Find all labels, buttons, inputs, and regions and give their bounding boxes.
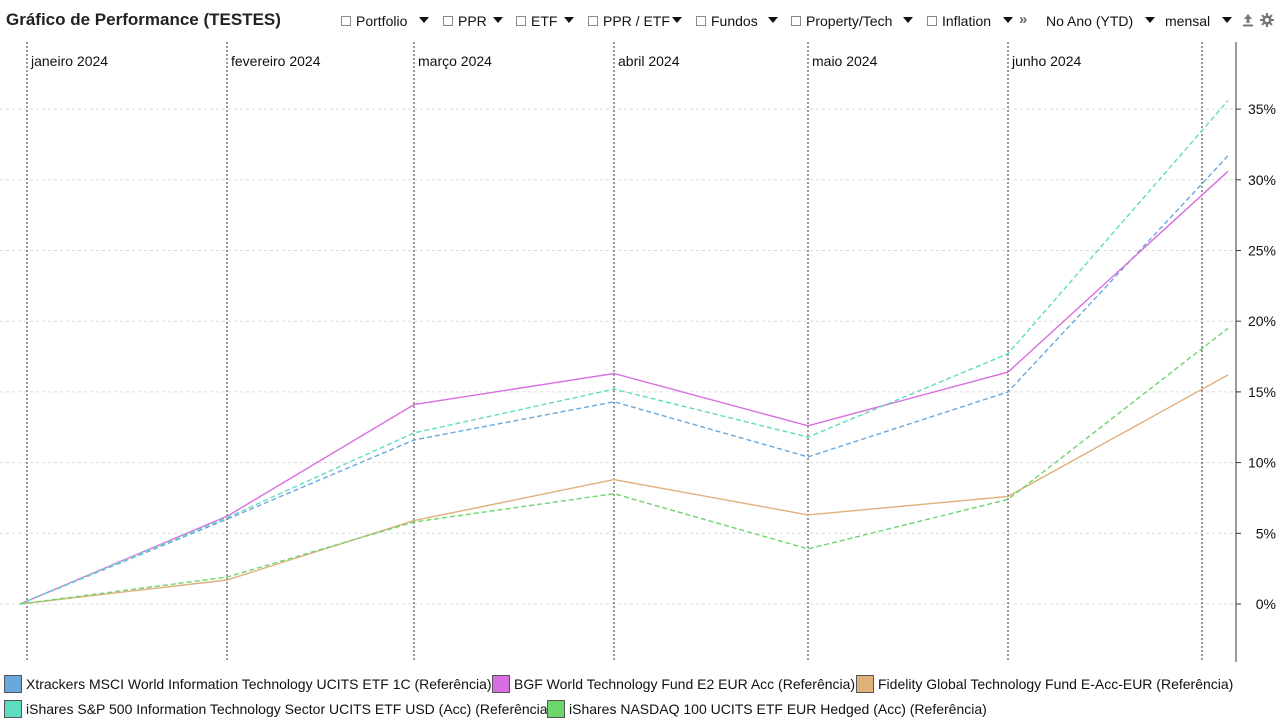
y-tick-label: 25% [1248,243,1276,259]
x-tick-label: fevereiro 2024 [231,53,321,69]
interval-label: mensal [1165,13,1211,29]
y-tick-label: 20% [1248,313,1276,329]
dropdown-caret-icon[interactable] [493,17,503,23]
dropdown-caret-icon[interactable] [903,17,913,23]
x-tick-label: janeiro 2024 [30,53,108,69]
filter-label: Inflation [942,13,992,29]
legend-label: Xtrackers MSCI World Information Technol… [26,676,492,692]
filter-label: Fundos [711,13,758,29]
filter-ppr[interactable]: PPR [443,13,487,29]
series-line [19,170,1229,605]
y-tick-label: 0% [1256,596,1276,612]
chevrons-right-icon[interactable]: » [1019,11,1028,28]
legend-label: iShares S&P 500 Information Technology S… [26,701,553,717]
x-tick-label: março 2024 [418,53,492,69]
checkbox[interactable] [516,16,526,26]
legend-swatch [4,700,22,718]
dropdown-caret-icon[interactable] [1145,17,1155,23]
filter-ppr-etf[interactable]: PPR / ETF [588,13,670,29]
series-line [19,155,1229,605]
y-tick-label: 15% [1248,384,1276,400]
series-line [19,100,1229,605]
filter-label: ETF [531,13,558,29]
legend-swatch [856,675,874,693]
page-title: Gráfico de Performance (TESTES) [6,10,281,29]
filter-inflation[interactable]: Inflation [927,13,991,29]
y-tick-label: 5% [1256,525,1276,541]
legend-swatch [4,675,22,693]
legend-swatch [547,700,565,718]
filter-label: Portfolio [356,13,408,29]
x-tick-label: maio 2024 [812,53,878,69]
dropdown-caret-icon[interactable] [672,17,682,23]
series-line [19,374,1229,605]
dropdown-caret-icon[interactable] [1003,17,1013,23]
dropdown-caret-icon[interactable] [1222,17,1232,23]
legend-swatch [492,675,510,693]
performance-chart: 0% 5% 10% 15% 20% 25% 30% 35% janeiro 2024 fevere… [0,42,1276,662]
checkbox[interactable] [927,16,937,26]
y-tick-label: 30% [1248,172,1276,188]
dropdown-caret-icon[interactable] [419,17,429,23]
interval-select[interactable]: mensal [1165,13,1210,29]
checkbox[interactable] [696,16,706,26]
legend-item[interactable]: BGF World Technology Fund E2 EUR Acc (Re… [492,675,855,693]
x-tick-label: abril 2024 [618,53,680,69]
y-tick-label: 35% [1248,101,1276,117]
filter-label: Property/Tech [806,13,893,29]
legend-item[interactable]: iShares NASDAQ 100 UCITS ETF EUR Hedged … [547,700,987,718]
filter-label: PPR [458,13,487,29]
gear-icon[interactable] [1259,12,1275,28]
period-label: No Ano (YTD) [1046,13,1134,29]
filter-portfolio[interactable]: Portfolio [341,13,407,29]
dropdown-caret-icon[interactable] [564,17,574,23]
checkbox[interactable] [791,16,801,26]
dropdown-caret-icon[interactable] [768,17,778,23]
series-line [19,327,1229,605]
legend-item[interactable]: Xtrackers MSCI World Information Technol… [4,675,492,693]
legend-label: BGF World Technology Fund E2 EUR Acc (Re… [514,676,856,692]
period-select[interactable]: No Ano (YTD) [1046,13,1133,29]
y-tick-label: 10% [1248,455,1276,471]
legend-item[interactable]: iShares S&P 500 Information Technology S… [4,700,552,718]
checkbox[interactable] [341,16,351,26]
x-tick-label: junho 2024 [1011,53,1082,69]
legend-label: Fidelity Global Technology Fund E-Acc-EU… [878,676,1234,692]
checkbox[interactable] [443,16,453,26]
filter-label: PPR / ETF [603,13,670,29]
filter-fundos[interactable]: Fundos [696,13,758,29]
upload-icon[interactable] [1240,12,1256,28]
filter-property-tech[interactable]: Property/Tech [791,13,892,29]
checkbox[interactable] [588,16,598,26]
legend-label: iShares NASDAQ 100 UCITS ETF EUR Hedged … [569,701,987,717]
legend-item[interactable]: Fidelity Global Technology Fund E-Acc-EU… [856,675,1233,693]
filter-etf[interactable]: ETF [516,13,557,29]
toolbar: Gráfico de Performance (TESTES) Portfoli… [0,0,1280,42]
